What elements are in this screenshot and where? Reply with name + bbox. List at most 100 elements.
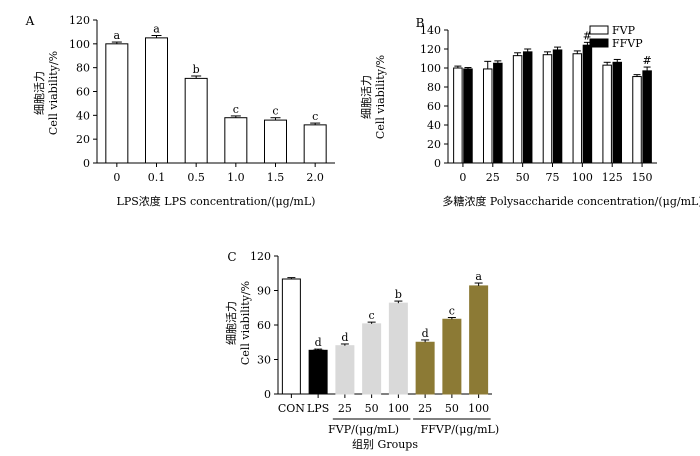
bar-ffvp xyxy=(612,61,623,164)
panel-b: B 0 20 40 60 80 100 120 140 0 25 50 75 100 125 150 # # FVP… xyxy=(360,16,700,208)
bar xyxy=(224,117,248,164)
y-axis-title-cn: 细胞活力 xyxy=(33,71,46,115)
x-tick-label: 0 xyxy=(113,171,120,184)
significance-label: d xyxy=(315,336,322,349)
x-tick-label: 2.0 xyxy=(306,171,324,184)
bar xyxy=(303,124,327,164)
bar-fvp xyxy=(632,76,642,164)
bar-ffvp xyxy=(642,70,652,164)
bar xyxy=(184,77,208,164)
x-tick-label: 0 xyxy=(459,171,466,184)
significance-label: c xyxy=(233,103,239,116)
y-tick-label: 20 xyxy=(427,138,441,151)
x-tick-label: LPS xyxy=(307,402,329,415)
x-axis-title: 多糖浓度 Polysaccharide concentration/(μg/mL… xyxy=(442,194,700,208)
x-tick-label: 25 xyxy=(418,402,432,415)
y-axis-title-group: 细胞活力 Cell viability/% xyxy=(225,281,252,365)
y-tick-label: 0 xyxy=(83,157,90,170)
significance-label: d xyxy=(341,331,348,344)
x-tick-label: 125 xyxy=(602,171,623,184)
legend-swatch-ffvp xyxy=(589,38,609,48)
legend-label-fvp: FVP xyxy=(612,24,636,37)
bar xyxy=(469,285,489,395)
x-axis-title: 组别 Groups xyxy=(352,437,418,451)
y-tick-label: 80 xyxy=(427,81,441,94)
y-tick-label: 100 xyxy=(420,62,441,75)
x-axis-title: LPS浓度 LPS concentration/(μg/mL) xyxy=(117,194,316,208)
y-tick-label: 140 xyxy=(420,24,441,37)
bar-ffvp xyxy=(582,44,593,164)
x-tick-label: 0.5 xyxy=(187,171,205,184)
x-tick-label: 100 xyxy=(468,402,489,415)
y-tick-label: 60 xyxy=(427,100,441,113)
panel-a: A 0 20 40 60 80 100 120 0 0.1 0.5 1.0 1.5 2.0 a a b c c c LP… xyxy=(25,14,335,208)
x-tick-label: 150 xyxy=(632,171,653,184)
bar xyxy=(335,345,355,395)
x-tick-label: 25 xyxy=(338,402,352,415)
y-tick-label: 40 xyxy=(427,119,441,132)
x-tick-label: 50 xyxy=(365,402,379,415)
y-tick-label: 120 xyxy=(420,43,441,56)
significance-label: c xyxy=(312,110,318,123)
bar xyxy=(145,37,168,164)
bar xyxy=(105,43,129,164)
x-tick-label: 100 xyxy=(388,402,409,415)
y-axis-title-cn: 细胞活力 xyxy=(225,301,238,345)
y-tick-label: 20 xyxy=(76,133,90,146)
significance-label: d xyxy=(422,327,429,340)
y-tick-label: 60 xyxy=(257,319,271,332)
bar-fvp xyxy=(572,53,583,164)
x-tick-label: 100 xyxy=(572,171,593,184)
x-tick-label: 75 xyxy=(546,171,560,184)
y-tick-label: 0 xyxy=(434,157,441,170)
significance-label: # xyxy=(583,29,592,42)
bar-ffvp xyxy=(493,62,503,164)
significance-label: b xyxy=(193,63,200,76)
y-tick-label: 40 xyxy=(76,109,90,122)
bar xyxy=(415,341,435,395)
panel-letter: B xyxy=(416,16,425,30)
x-tick-label: 1.5 xyxy=(267,171,285,184)
x-tick-label: 50 xyxy=(445,402,459,415)
bar-fvp xyxy=(542,54,553,164)
significance-label: c xyxy=(272,105,278,118)
y-axis-title: Cell viability/% xyxy=(374,55,387,139)
y-tick-label: 120 xyxy=(250,250,271,263)
y-tick-label: 80 xyxy=(76,62,90,75)
panel-letter: C xyxy=(227,250,236,264)
bar xyxy=(388,302,408,395)
y-tick-label: 100 xyxy=(69,38,90,51)
y-tick-label: 60 xyxy=(76,86,90,99)
x-tick-label: 1.0 xyxy=(227,171,245,184)
x-tick-label: 25 xyxy=(486,171,500,184)
bar xyxy=(264,119,287,164)
y-axis-title: Cell viability/% xyxy=(47,51,60,135)
bar-ffvp xyxy=(522,51,533,164)
significance-label: # xyxy=(643,54,652,67)
bar-fvp xyxy=(482,68,493,164)
y-tick-label: 120 xyxy=(69,14,90,27)
panel-letter: A xyxy=(25,14,35,28)
bar-fvp xyxy=(602,64,612,164)
legend-label-ffvp: FFVP xyxy=(612,37,643,50)
bar xyxy=(362,323,382,395)
y-tick-label: 90 xyxy=(257,285,271,298)
bar xyxy=(442,318,462,395)
y-axis-title: Cell viability/% xyxy=(239,281,252,365)
significance-label: c xyxy=(369,309,375,322)
x-tick-label: CON xyxy=(278,402,305,415)
bar-fvp xyxy=(512,55,523,164)
y-axis-title-group: 细胞活力 Cell viability/% xyxy=(33,51,60,135)
y-axis-title-cn: 细胞活力 xyxy=(360,75,373,119)
significance-marker: ** xyxy=(313,347,325,360)
legend-swatch-fvp xyxy=(589,25,609,35)
y-tick-label: 30 xyxy=(257,354,271,367)
significance-label: b xyxy=(395,288,402,301)
significance-label: a xyxy=(114,29,121,42)
significance-label: c xyxy=(449,305,455,318)
significance-label: a xyxy=(475,270,482,283)
bar-fvp xyxy=(453,67,463,164)
x-tick-label: 0.1 xyxy=(148,171,166,184)
